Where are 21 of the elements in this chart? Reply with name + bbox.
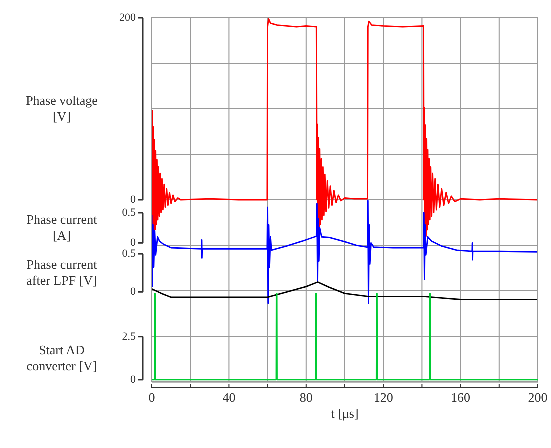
y-tick-label: 0 [130, 194, 136, 206]
x-axis-title: t [μs] [331, 406, 359, 421]
y-axis-title: Start AD converter [V] [26, 342, 98, 374]
x-tick-label: 80 [300, 390, 313, 405]
y-tick-label: 0 [130, 374, 136, 386]
line-series [151, 200, 539, 304]
y-tick-label: 2.5 [122, 330, 136, 343]
x-tick-label: 200 [528, 390, 548, 405]
y-axis-title: Phase current [A] [26, 212, 98, 244]
x-tick-label: 0 [148, 390, 156, 405]
x-tick-label: 120 [374, 390, 394, 405]
y-tick-label: 0 [130, 286, 136, 298]
x-tick-label: 160 [451, 390, 471, 405]
y-tick-label: 0.5 [122, 206, 136, 219]
y-axis-title: Phase voltage [V] [26, 93, 98, 124]
y-tick-label: 200 [120, 12, 136, 24]
y-tick-label: 0 [130, 237, 136, 250]
y-tick-label: 0.5 [122, 248, 136, 260]
x-tick-label: 40 [222, 390, 236, 405]
y-axis-title: Phase current after LPF [V] [26, 257, 98, 288]
line-series [151, 282, 539, 300]
